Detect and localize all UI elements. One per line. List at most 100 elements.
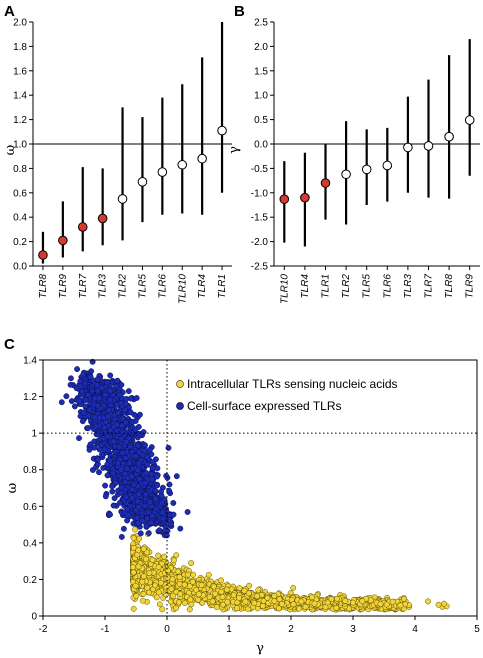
panel-a: A ω 0.0 0.2 0.4 0.6 0.8 1.0 1.2 1.4 1.6 1.8 2.0 TLR… <box>3 3 232 304</box>
cell-surface-point <box>118 435 125 442</box>
intracellular-point <box>168 585 175 592</box>
panel-c-y-axis-title: ω <box>5 483 20 494</box>
cell-surface-point <box>118 484 125 491</box>
panel-c-y-tick-label: 1 <box>31 429 37 440</box>
cell-surface-point <box>115 409 122 416</box>
panel-c-plot-frame <box>42 359 478 617</box>
intracellular-point <box>181 600 188 607</box>
cell-surface-point <box>145 509 152 516</box>
intracellular-point <box>230 592 237 599</box>
cell-surface-point <box>122 419 129 426</box>
intracellular-point <box>350 599 356 606</box>
intracellular-point <box>176 574 183 581</box>
panel-b-y-axis-title: γ <box>227 146 242 154</box>
intracellular-point <box>275 605 282 612</box>
cell-surface-point <box>139 517 145 524</box>
cell-surface-point <box>80 371 87 378</box>
intracellular-point <box>213 604 220 611</box>
intracellular-point <box>212 590 219 597</box>
panel-b-point-TLR3 <box>403 142 413 153</box>
panel-a-point-TLR8 <box>38 250 48 260</box>
panel-b-category-label: TLR5 <box>362 274 373 299</box>
cell-surface-point <box>58 399 65 406</box>
cell-surface-point <box>77 383 84 390</box>
cell-surface-point <box>130 481 137 488</box>
panel-b-y-tick-label: 0.5 <box>254 115 268 126</box>
cell-surface-point <box>104 461 111 468</box>
cell-surface-point <box>135 442 141 449</box>
cell-surface-point <box>91 395 98 402</box>
intracellular-point <box>155 552 162 559</box>
cell-surface-point <box>153 505 160 512</box>
intracellular-point <box>135 547 142 554</box>
panel-b-y-tick-label: 2.0 <box>254 42 268 53</box>
cell-surface-point <box>76 435 82 442</box>
cell-surface-point <box>165 444 172 451</box>
panel-label-a: A <box>4 3 15 20</box>
panel-b-point-TLR8 <box>444 131 454 142</box>
cell-surface-point <box>102 493 109 500</box>
panel-c-y-tick-label: 0.4 <box>23 538 37 549</box>
cell-surface-point <box>127 395 134 402</box>
intracellular-point <box>205 571 212 578</box>
intracellular-point <box>170 557 177 564</box>
intracellular-point <box>206 593 213 600</box>
panel-c-y-tick-label: 1.4 <box>23 356 37 367</box>
intracellular-point <box>132 582 139 589</box>
panel-c-x-tick-label: -2 <box>39 624 48 635</box>
intracellular-point <box>146 570 153 576</box>
cell-surface-point <box>74 366 81 373</box>
cell-surface-point <box>144 454 151 461</box>
cell-surface-point <box>116 444 123 450</box>
cell-surface-point <box>79 418 86 425</box>
intracellular-point <box>367 597 374 604</box>
panel-b-category-label: TLR9 <box>465 274 476 299</box>
cell-surface-point <box>125 388 132 395</box>
cell-surface-point <box>134 467 141 473</box>
cell-surface-point <box>112 479 119 486</box>
intracellular-point <box>186 583 193 590</box>
intracellular-point <box>133 593 140 600</box>
panel-a-category-label: TLR7 <box>78 274 89 299</box>
cell-surface-point <box>145 530 152 537</box>
cell-surface-point <box>143 470 150 477</box>
intracellular-point <box>224 599 231 606</box>
panel-a-category-label: TLR4 <box>197 274 208 299</box>
cell-surface-point <box>125 512 132 519</box>
cell-surface-point <box>158 492 165 499</box>
cell-surface-point <box>98 384 105 391</box>
legend-swatch-intracellular <box>176 380 184 388</box>
cell-surface-point <box>152 456 159 463</box>
cell-surface-point <box>92 423 99 430</box>
intracellular-point <box>425 598 431 605</box>
panel-c-x-tick-label: -1 <box>101 624 110 635</box>
panel-c-x-tick-label: 0 <box>164 624 170 635</box>
panel-c: C ω γ -2 -1 0 1 2 3 4 5 0 0.2 0.4 0.6 0.8 1 1.2 1.4 Int… <box>4 336 480 656</box>
intracellular-point <box>188 560 195 567</box>
cell-surface-point <box>159 509 166 516</box>
cell-surface-point <box>67 381 74 388</box>
cell-surface-point <box>104 472 111 479</box>
cell-surface-point <box>85 425 92 432</box>
panel-b-point-TLR4 <box>300 192 310 203</box>
cell-surface-point <box>107 387 114 394</box>
cell-surface-point <box>95 456 101 463</box>
intracellular-point <box>199 599 206 606</box>
intracellular-point <box>130 535 137 542</box>
intracellular-point <box>188 601 195 608</box>
cell-surface-point <box>118 381 125 388</box>
panel-a-y-tick-label: 0.4 <box>13 213 27 224</box>
panel-b-y-tick-label: 2.5 <box>254 18 268 29</box>
intracellular-point <box>397 602 404 609</box>
panel-b-y-tick-label: -0.5 <box>251 164 269 175</box>
panel-label-c: C <box>4 336 15 353</box>
panel-b-point-TLR1 <box>320 178 331 188</box>
cell-surface-point <box>166 487 173 494</box>
intracellular-point <box>333 604 340 611</box>
panel-b-category-label: TLR10 <box>279 274 290 304</box>
panel-c-x-tick-label: 4 <box>412 624 418 635</box>
panel-b-category-label: TLR7 <box>424 274 435 299</box>
intracellular-point <box>377 601 384 607</box>
intracellular-point <box>140 590 147 597</box>
